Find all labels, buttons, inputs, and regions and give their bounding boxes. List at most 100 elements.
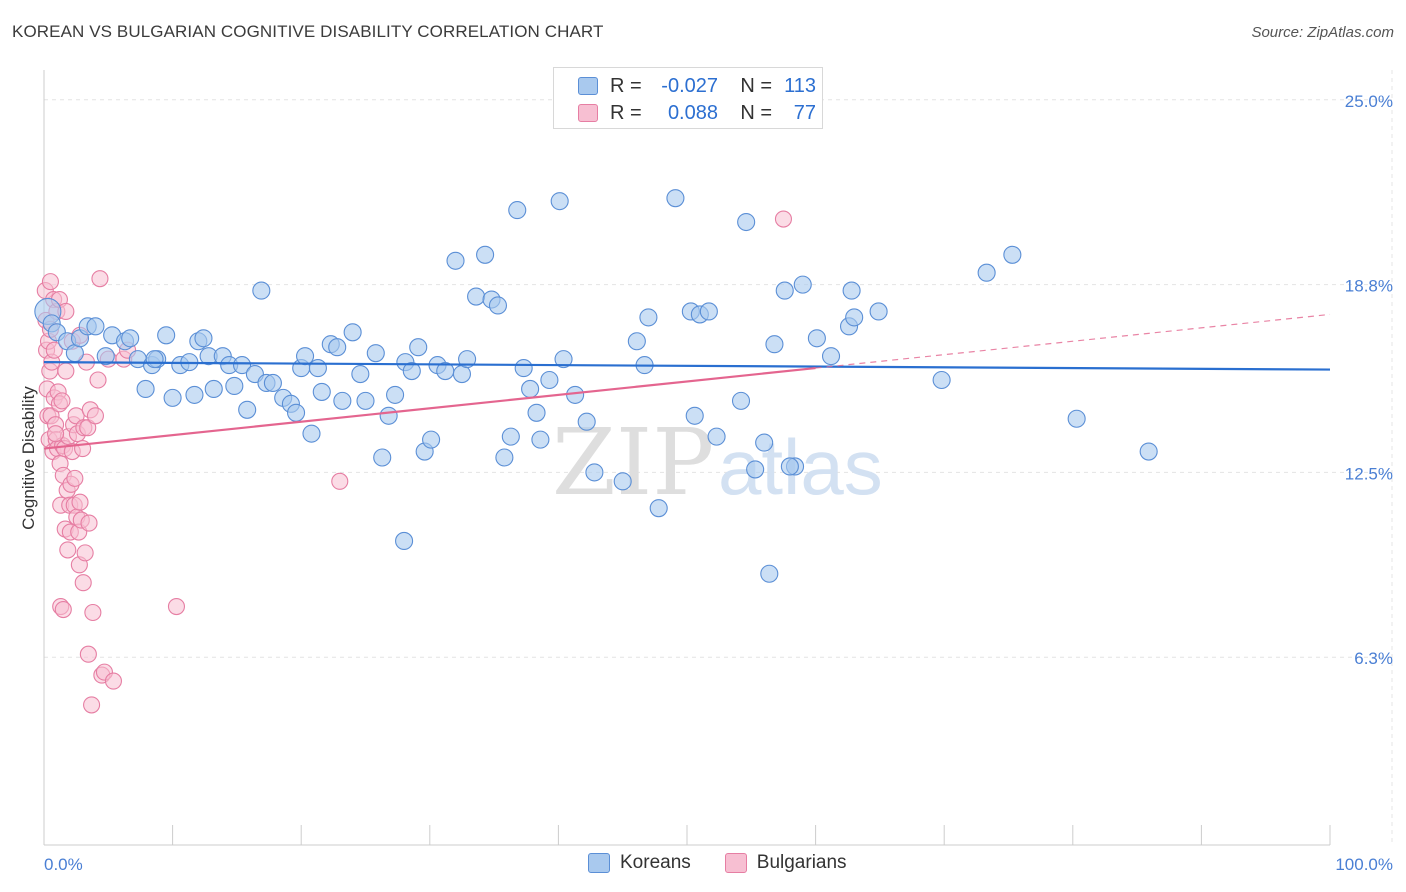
bulgarian-point bbox=[66, 469, 84, 487]
korean-point bbox=[86, 317, 105, 336]
legend-n-value: 113 bbox=[784, 74, 816, 97]
grid-lines bbox=[44, 70, 1393, 845]
bulgarian-point bbox=[80, 514, 98, 532]
korean-point bbox=[386, 385, 405, 404]
legend-row-bulgarians: R = 0.088 N = 77 bbox=[578, 100, 816, 126]
legend-item-koreans[interactable]: Koreans bbox=[588, 852, 691, 874]
korean-point bbox=[287, 403, 306, 422]
legend-swatch-koreans bbox=[578, 77, 598, 95]
bulgarian-point bbox=[71, 493, 89, 511]
korean-point bbox=[373, 448, 392, 467]
koreans-label: Koreans bbox=[620, 852, 691, 873]
korean-point bbox=[252, 281, 271, 300]
korean-point bbox=[1067, 409, 1086, 428]
legend-swatch-bulgarians bbox=[578, 104, 598, 122]
korean-point bbox=[145, 350, 164, 369]
legend-item-bulgarians[interactable]: Bulgarians bbox=[724, 852, 847, 874]
korean-point bbox=[96, 347, 115, 366]
bulgarian-point bbox=[47, 425, 65, 443]
korean-point bbox=[495, 448, 514, 467]
bulgarian-point bbox=[104, 672, 122, 690]
legend-n-label: N = bbox=[740, 74, 772, 97]
korean-point bbox=[1003, 245, 1022, 264]
korean-point bbox=[531, 430, 550, 449]
korean-point bbox=[527, 403, 546, 422]
korean-point bbox=[775, 281, 794, 300]
korean-point bbox=[458, 350, 477, 369]
bulgarian-point bbox=[167, 597, 186, 616]
korean-point bbox=[731, 391, 751, 410]
legend-r-value: 0.088 bbox=[667, 101, 718, 124]
korean-point bbox=[869, 302, 888, 321]
bulgarian-point bbox=[74, 574, 92, 592]
legend-n-value: 77 bbox=[793, 101, 816, 124]
korean-point bbox=[163, 388, 182, 407]
korean-point bbox=[488, 296, 508, 315]
korean-point bbox=[225, 376, 244, 396]
korean-point bbox=[737, 212, 756, 232]
korean-point bbox=[308, 359, 327, 378]
bulgarian-point bbox=[79, 419, 97, 437]
korean-point bbox=[977, 263, 996, 282]
korean-point bbox=[585, 463, 604, 482]
korean-point bbox=[328, 338, 347, 357]
legend-r-value: -0.027 bbox=[661, 74, 718, 97]
korean-point bbox=[467, 287, 486, 306]
bulgarian-point bbox=[57, 362, 75, 380]
korean-point bbox=[639, 308, 658, 327]
korean-point bbox=[312, 382, 331, 401]
x-tick-label-max: 100.0% bbox=[1335, 855, 1393, 874]
bulgarian-point bbox=[54, 600, 72, 619]
axes bbox=[43, 70, 1331, 846]
korean-point bbox=[521, 379, 540, 398]
korean-point bbox=[550, 192, 569, 211]
y-tick-label: 12.5% bbox=[1345, 464, 1393, 483]
korean-point bbox=[296, 347, 315, 366]
bulgarian-point bbox=[86, 407, 104, 425]
korean-point bbox=[780, 457, 799, 476]
korean-point bbox=[157, 326, 176, 345]
korean-point bbox=[566, 385, 585, 404]
korean-point bbox=[302, 424, 321, 443]
bulgarians-trend-extension bbox=[815, 313, 1331, 369]
korean-point bbox=[807, 329, 826, 348]
korean-point bbox=[136, 379, 155, 398]
bulgarian-point bbox=[41, 273, 59, 291]
bulgarian-point bbox=[79, 645, 97, 663]
korean-point bbox=[409, 338, 428, 357]
zipatlas-watermark: ZIP atlas bbox=[552, 409, 883, 516]
bulgarian-point bbox=[59, 541, 77, 559]
korean-point bbox=[422, 430, 441, 449]
korean-point bbox=[842, 281, 861, 300]
korean-point bbox=[707, 427, 726, 446]
bulgarian-point bbox=[91, 270, 109, 288]
correlation-legend: R = -0.027 N = 113 R = 0.088 N = 77 bbox=[553, 67, 823, 129]
bulgarian-point bbox=[83, 696, 101, 714]
bulgarians-trend-line bbox=[43, 366, 816, 450]
korean-point bbox=[627, 332, 646, 351]
korean-point bbox=[760, 564, 779, 583]
korean-point bbox=[402, 362, 421, 381]
korean-point bbox=[613, 472, 632, 491]
legend-n-label: N = bbox=[740, 101, 772, 124]
korean-point bbox=[514, 359, 533, 378]
chart-title: KOREAN VS BULGARIAN COGNITIVE DISABILITY… bbox=[12, 22, 604, 41]
korean-point bbox=[540, 370, 559, 390]
korean-point bbox=[356, 391, 375, 410]
series-legend: Koreans Bulgarians bbox=[588, 852, 881, 874]
legend-r-label: R = bbox=[610, 101, 642, 124]
source-label: Source: ZipAtlas.com bbox=[1251, 24, 1394, 41]
tick-labels: 6.3% 12.5% 18.8% 25.0% 0.0% 100.0% bbox=[44, 92, 1393, 874]
korean-point bbox=[793, 275, 812, 294]
korean-point bbox=[577, 412, 596, 431]
y-axis-label: Cognitive Disability bbox=[19, 386, 38, 530]
korean-point bbox=[932, 370, 951, 390]
legend-r-label: R = bbox=[610, 74, 642, 97]
koreans-swatch bbox=[588, 853, 610, 873]
watermark-zip: ZIP bbox=[552, 409, 714, 516]
korean-point bbox=[379, 406, 398, 425]
korean-point bbox=[1139, 442, 1158, 461]
bulgarians-swatch bbox=[724, 853, 747, 873]
korean-point bbox=[476, 245, 495, 264]
